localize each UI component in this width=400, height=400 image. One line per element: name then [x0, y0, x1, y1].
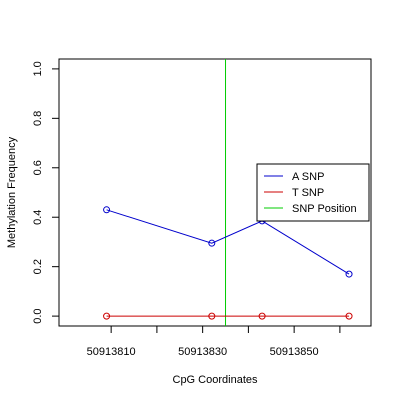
t-snp-point [345, 312, 353, 320]
t-snp-point [258, 312, 266, 320]
a-snp-point [103, 206, 111, 214]
y-tick-label: 0.4 [32, 210, 44, 225]
legend-label-a-snp: A SNP [292, 171, 324, 183]
a-snp-point [208, 239, 216, 247]
a-snp-point [345, 270, 353, 278]
x-tick-label: 50913850 [270, 346, 319, 358]
legend-label-snp-position: SNP Position [292, 203, 357, 215]
t-snp-point [103, 312, 111, 320]
y-tick-label: 0.2 [32, 259, 44, 274]
y-tick-label: 0.8 [32, 111, 44, 126]
y-tick-label: 0.0 [32, 308, 44, 323]
t-snp-point [208, 312, 216, 320]
x-tick-label: 50913830 [178, 346, 227, 358]
legend-label-t-snp: T SNP [292, 187, 324, 199]
y-tick-label: 0.6 [32, 160, 44, 175]
legend: A SNP T SNP SNP Position [256, 163, 370, 222]
y-axis-label: Methylation Frequency [6, 136, 18, 248]
y-axis: 0.0 0.2 0.4 0.6 0.8 1.0 [32, 61, 60, 324]
x-tick-label: 50913810 [87, 346, 136, 358]
x-axis-label: CpG Coordinates [173, 374, 258, 386]
x-axis: 50913810 50913830 50913850 [87, 325, 341, 358]
a-snp-line [106, 209, 350, 275]
series-layer [103, 206, 353, 320]
y-tick-label: 1.0 [32, 61, 44, 76]
